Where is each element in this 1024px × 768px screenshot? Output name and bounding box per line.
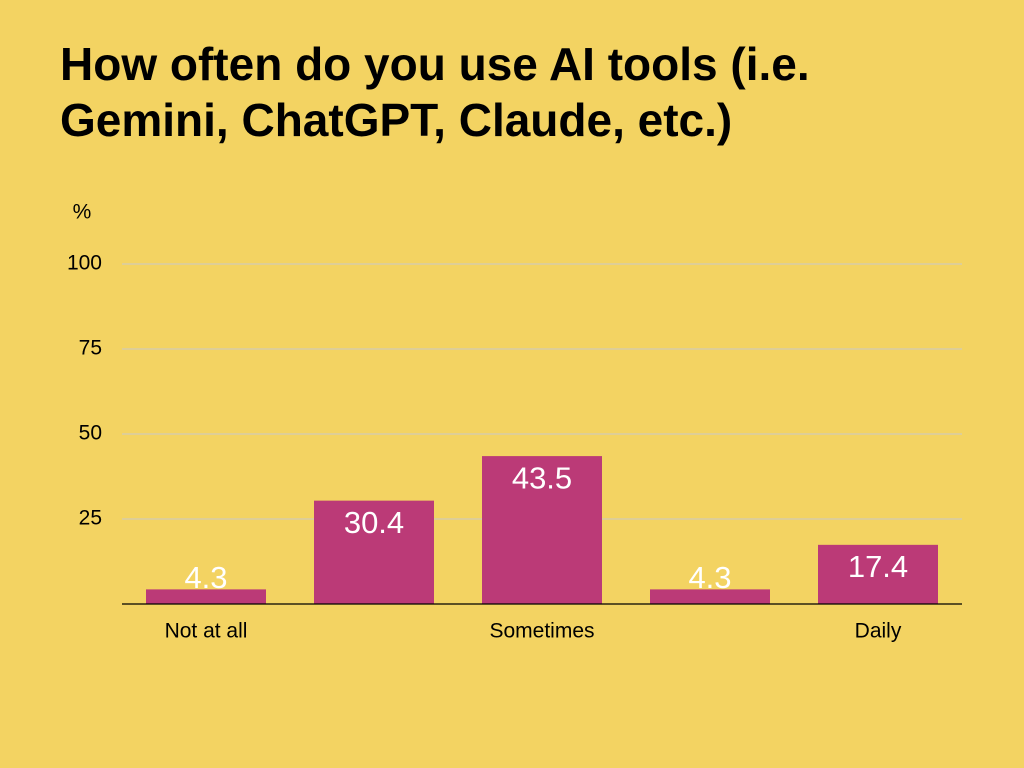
x-tick-label: Not at all — [165, 620, 248, 643]
chart-title: How often do you use AI tools (i.e. Gemi… — [60, 38, 810, 146]
x-tick-label: Daily — [855, 620, 902, 643]
value-label: 4.3 — [184, 560, 227, 595]
value-label: 43.5 — [512, 460, 572, 495]
value-label: 17.4 — [848, 549, 908, 584]
y-tick-label: 100 — [67, 252, 102, 275]
bar — [146, 589, 266, 604]
value-label: 30.4 — [344, 505, 404, 540]
bar — [314, 500, 434, 604]
y-axis-label: % — [73, 201, 92, 224]
y-tick-label: 25 — [79, 507, 102, 530]
bar — [482, 456, 602, 604]
bar — [818, 544, 938, 604]
bar — [650, 589, 770, 604]
y-tick-label: 75 — [79, 337, 102, 360]
value-label: 4.3 — [688, 560, 731, 595]
y-tick-label: 50 — [79, 422, 102, 445]
x-tick-label: Sometimes — [489, 620, 594, 643]
